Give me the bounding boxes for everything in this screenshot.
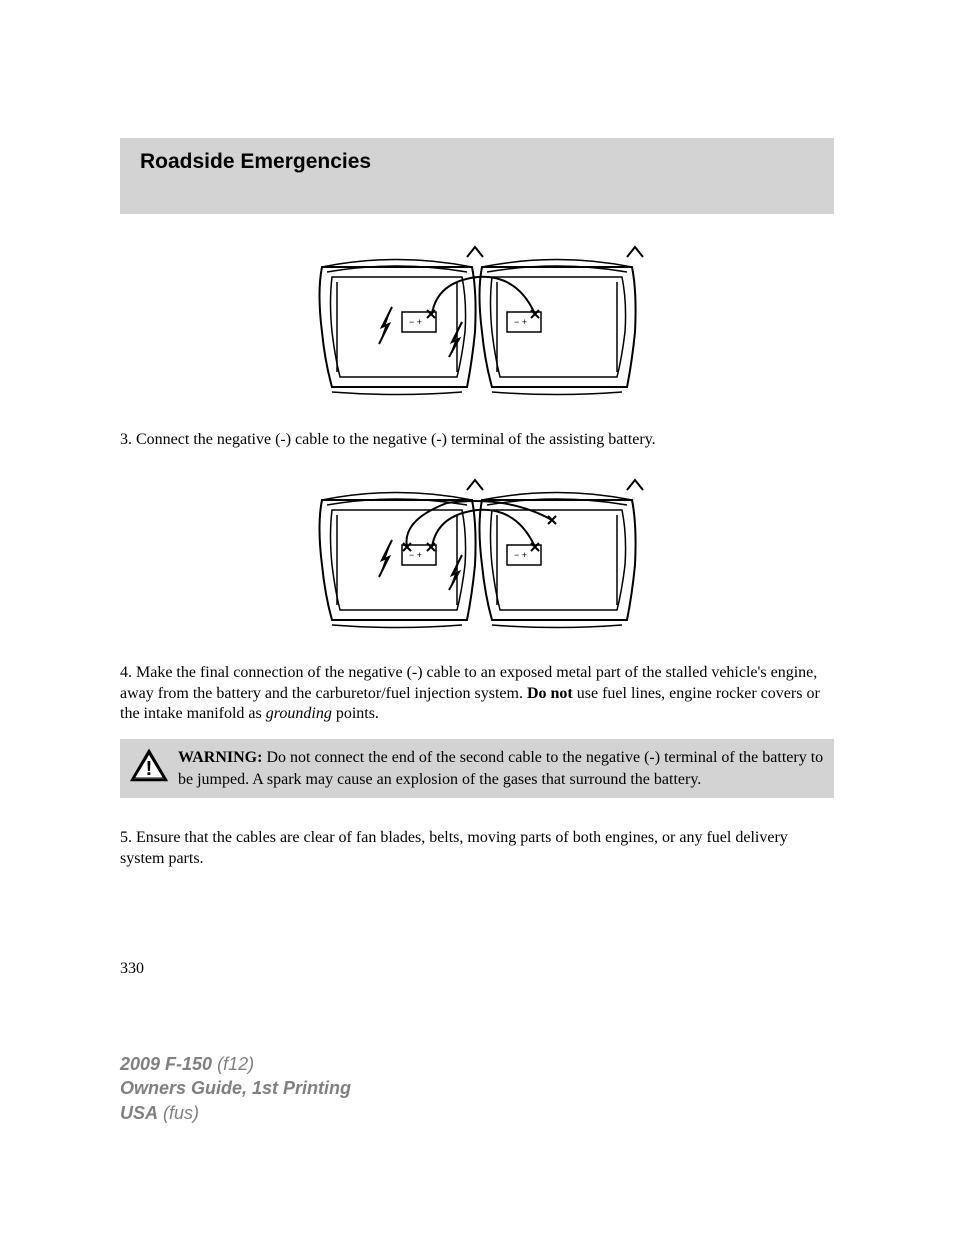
section-title: Roadside Emergencies bbox=[140, 150, 814, 174]
engine-bay-diagram-2: − + − + bbox=[307, 465, 647, 640]
svg-text:− +: − + bbox=[514, 317, 527, 327]
engine-bay-diagram-1: − + − + bbox=[307, 232, 647, 407]
svg-text:!: ! bbox=[146, 758, 153, 780]
svg-text:− +: − + bbox=[514, 550, 527, 560]
step-5-text: 5. Ensure that the cables are clear of f… bbox=[120, 828, 834, 870]
footer-line-3: USA (fus) bbox=[120, 1101, 351, 1125]
step-3-text: 3. Connect the negative (-) cable to the… bbox=[120, 430, 834, 451]
warning-text: WARNING: Do not connect the end of the s… bbox=[178, 747, 824, 790]
page-number: 330 bbox=[120, 960, 834, 978]
section-header: Roadside Emergencies bbox=[120, 138, 834, 214]
footer-model: 2009 F-150 bbox=[120, 1054, 212, 1074]
footer-line-1: 2009 F-150 (f12) bbox=[120, 1052, 351, 1076]
step4-donot: Do not bbox=[527, 685, 573, 702]
svg-text:− +: − + bbox=[409, 317, 422, 327]
warning-box: ! WARNING: Do not connect the end of the… bbox=[120, 739, 834, 798]
footer-code2: (fus) bbox=[158, 1103, 199, 1123]
step4-grounding: grounding bbox=[266, 705, 332, 722]
step4-part3: points. bbox=[332, 705, 379, 722]
warning-icon: ! bbox=[130, 749, 168, 790]
svg-text:− +: − + bbox=[409, 550, 422, 560]
footer-region: USA bbox=[120, 1103, 158, 1123]
warning-label: WARNING: bbox=[178, 749, 262, 766]
footer-line-2: Owners Guide, 1st Printing bbox=[120, 1076, 351, 1100]
footer-code1: (f12) bbox=[212, 1054, 254, 1074]
step-4-text: 4. Make the final connection of the nega… bbox=[120, 663, 834, 725]
diagram-2-container: − + − + bbox=[120, 465, 834, 645]
footer: 2009 F-150 (f12) Owners Guide, 1st Print… bbox=[120, 1052, 351, 1125]
diagram-1-container: − + − + bbox=[120, 232, 834, 412]
warning-body: Do not connect the end of the second cab… bbox=[178, 749, 823, 788]
